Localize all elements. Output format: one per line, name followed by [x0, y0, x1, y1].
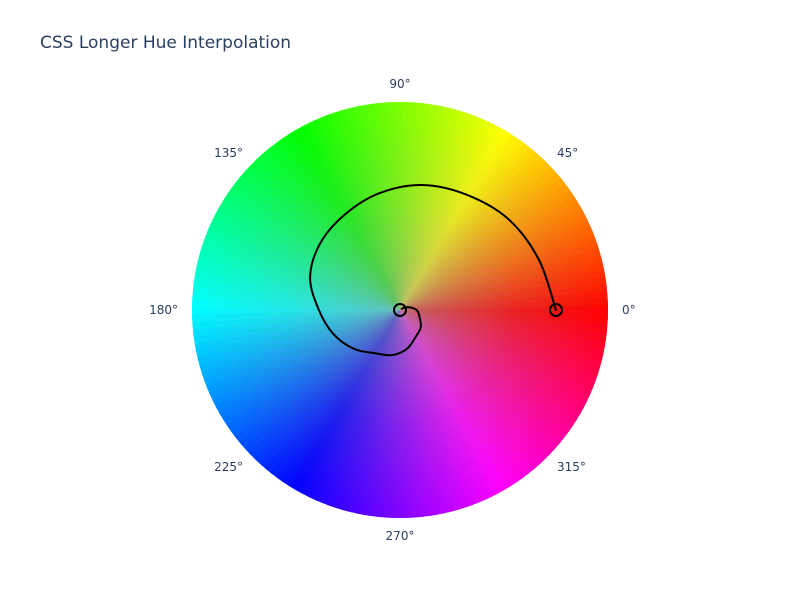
end-marker [393, 303, 407, 317]
angular-tick-label: 225° [214, 460, 243, 474]
start-marker [549, 303, 563, 317]
marker-layer [393, 303, 563, 317]
center-desaturation [192, 102, 608, 518]
angular-tick-label: 90° [389, 77, 410, 91]
angular-tick-label: 0° [622, 303, 636, 317]
series-layer [309, 184, 557, 357]
angular-tick-label: 45° [557, 146, 578, 160]
series-line [309, 184, 557, 357]
angular-tick-label: 180° [149, 303, 178, 317]
angular-tick-label: 270° [386, 529, 415, 543]
chart-title: CSS Longer Hue Interpolation [40, 33, 292, 53]
angular-tick-label: 315° [557, 460, 586, 474]
angular-tick-labels: 0° 45° 90° 135° 180° 225° 270° 315° [149, 77, 636, 543]
angular-tick-label: 135° [214, 146, 243, 160]
